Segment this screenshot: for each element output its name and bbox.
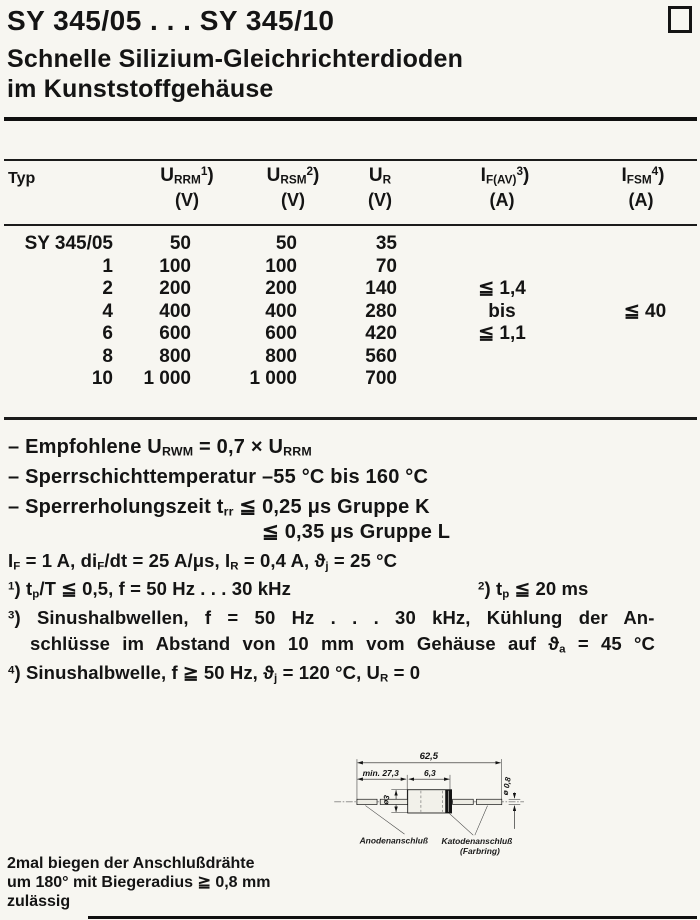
footnote-4: 4) Sinushalbwelle, f ≧ 50 Hz, ϑj = 120 °… [8, 662, 421, 685]
col-header-ur: UR [368, 165, 392, 187]
note-junction-temp: – Sperrschichttemperatur –55 °C bis 160 … [8, 466, 429, 488]
cell-ursm: 50 [275, 233, 297, 254]
col-unit-ur: (V) [368, 190, 392, 210]
bend-instruction: 2mal biegen der Anschlußdrähte um 180° m… [7, 854, 270, 911]
cell-ur: 560 [365, 345, 397, 367]
footnote-3-line1: 3) Sinushalbwellen, f = 50 Hz . . . 30 k… [8, 607, 655, 628]
bend-line-1: 2mal biegen der Anschlußdrähte [7, 855, 255, 872]
cell-urrm: 800 [159, 345, 191, 367]
cell-ur: 70 [375, 255, 397, 277]
ratings-table: SY 345/05 50 50 35 1 100 100 70 2 200 20… [0, 233, 700, 391]
table-row: 8 800 800 560 [0, 346, 700, 369]
dim-overall-length: 62,5 [420, 751, 439, 762]
page-subtitle: Schnelle Silizium-Gleichrichterdioden im… [7, 44, 463, 104]
bend-line-3: zulässig [7, 893, 71, 910]
cell-urrm: 200 [159, 278, 191, 299]
note-recovery-time-2: ≦ 0,35 μs Gruppe L [262, 521, 451, 543]
checkbox-icon [668, 6, 692, 33]
lead-wires [356, 798, 503, 805]
cell-urrm: 1 000 [143, 368, 191, 389]
footnote-conditions: IF = 1 A, diF/dt = 25 A/μs, IR = 0,4 A, … [8, 550, 398, 573]
dim-wire-diameter: ø 0,8 [501, 776, 513, 796]
dim-lead-length: min. 27,3 [363, 768, 399, 778]
cell-ursm: 200 [265, 278, 297, 299]
col-unit-ursm: (V) [281, 190, 305, 210]
anode-label: Anodenanschluß [359, 836, 428, 846]
cell-urrm: 50 [169, 233, 191, 254]
dim-body-length: 6,3 [424, 768, 436, 778]
cell-ur: 35 [375, 233, 397, 254]
col-header-ifav: IF(AV)3) [480, 165, 530, 187]
cell-typ: 1 [102, 255, 113, 277]
cell-ursm: 800 [265, 345, 297, 367]
cell-typ: 10 [91, 368, 113, 389]
subtitle-line-1: Schnelle Silizium-Gleichrichterdioden [7, 45, 464, 73]
cell-urrm: 400 [159, 300, 191, 322]
col-header-typ: Typ [8, 170, 36, 187]
diode-body [407, 789, 452, 814]
divider-thick [4, 117, 697, 121]
cell-typ: 4 [102, 300, 113, 322]
cathode-label: Katodenanschluß [442, 836, 513, 846]
cell-typ: 6 [102, 323, 113, 344]
col-header-ursm: URSM2) [266, 165, 320, 187]
dim-body-diameter: ø3 [381, 794, 392, 805]
footnote-1: 1) tp/T ≦ 0,5, f = 50 Hz . . . 30 kHz [8, 578, 291, 601]
table-row: 2 200 200 140 ≦ 1,4 [0, 278, 700, 301]
cell-ursm: 400 [265, 300, 297, 322]
table-header-rule [4, 224, 697, 226]
cathode-label-2: (Farbring) [460, 846, 500, 856]
footnote-3-line2: schlüsse im Abstand von 10 mm vom Gehäus… [30, 633, 655, 656]
table-row: SY 345/05 50 50 35 [0, 233, 700, 256]
cell-ifav: ≦ 1,1 [478, 323, 526, 344]
note-urwm: – Empfohlene URWM = 0,7 × URRM [8, 436, 312, 459]
bottom-rule [88, 916, 697, 919]
cell-ifav: bis [488, 300, 516, 322]
cell-typ: 2 [102, 278, 113, 299]
col-unit-ifav: (A) [489, 190, 515, 210]
cell-ursm: 1 000 [249, 368, 297, 389]
subtitle-line-2: im Kunststoffgehäuse [7, 75, 274, 103]
cell-urrm: 100 [159, 255, 191, 277]
cell-ur: 140 [365, 278, 397, 299]
table-row: 4 400 400 280 bis ≦ 40 [0, 301, 700, 324]
footnote-2: 2) tp ≦ 20 ms [478, 578, 589, 601]
bend-line-2: um 180° mit Biegeradius ≧ 0,8 mm [7, 874, 271, 891]
package-outline-drawing: 62,5 min. 27,3 6,3 ø3 ø 0,8 Anodenanschl… [334, 751, 524, 856]
table-bottom-rule [4, 417, 697, 420]
cell-ifsm: ≦ 40 [623, 300, 667, 322]
page-title: SY 345/05 . . . SY 345/10 [7, 5, 335, 36]
cell-typ: 8 [102, 345, 113, 367]
cell-ur: 420 [365, 323, 397, 344]
table-top-rule [4, 159, 697, 161]
table-row: 10 1 000 1 000 700 [0, 368, 700, 391]
col-header-ifsm: IFSM4) [621, 165, 665, 187]
cell-ifav: ≦ 1,4 [478, 278, 526, 299]
leader-lines [365, 805, 488, 836]
cell-ur: 280 [365, 300, 397, 322]
cell-ursm: 100 [265, 255, 297, 277]
table-row: 6 600 600 420 ≦ 1,1 [0, 323, 700, 346]
col-unit-ifsm: (A) [628, 190, 654, 210]
cell-ursm: 600 [265, 323, 297, 344]
cell-typ: SY 345/05 [24, 233, 113, 254]
note-recovery-time: – Sperrerholungszeit trr ≦ 0,25 μs Grupp… [8, 496, 430, 519]
col-unit-urrm: (V) [175, 190, 199, 210]
table-row: 1 100 100 70 [0, 256, 700, 279]
cell-urrm: 600 [159, 323, 191, 344]
col-header-urrm: URRM1) [160, 165, 214, 187]
cell-ur: 700 [365, 368, 397, 389]
